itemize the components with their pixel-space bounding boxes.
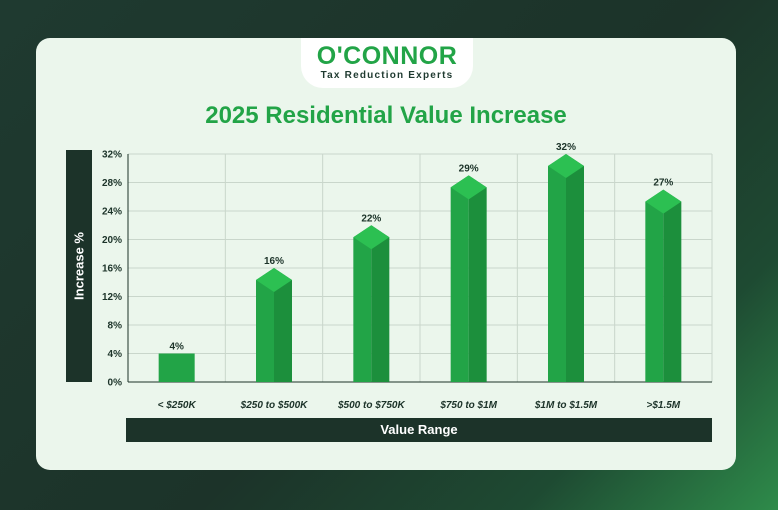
y-tick-label: 32% [102,150,122,161]
x-tick-label: $500 to $750K [337,400,405,411]
chart-card: O'CONNOR Tax Reduction Experts 2025 Resi… [36,38,736,470]
data-label: 29% [459,163,479,174]
data-label: 27% [653,178,673,189]
x-tick-label: < $250K [158,400,197,411]
bar-group [353,225,390,382]
x-axis-label: Value Range [126,418,712,442]
bar-shade [371,225,390,382]
bar-cap [645,189,682,214]
bar [548,154,566,382]
data-label: 32% [556,142,576,153]
bar-shade [663,189,682,382]
bar-cap [353,225,390,250]
bar-shade [566,154,584,382]
bar-group [158,353,195,382]
bar-group [645,189,682,382]
y-axis-label-bar: Increase % [66,150,92,382]
bar-shade [274,268,292,382]
bar-shade [468,175,487,382]
bar [158,353,195,382]
bar-cap [548,154,584,178]
logo: O'CONNOR Tax Reduction Experts [301,38,473,88]
y-tick-label: 16% [102,264,122,275]
y-tick-label: 0% [108,378,123,389]
data-label: 22% [361,213,381,224]
y-tick-label: 8% [108,321,123,332]
x-tick-label: $250 to $500K [240,400,308,411]
bar [450,175,469,382]
x-tick-label: $750 to $1M [439,400,497,411]
bar-group [256,268,292,382]
data-label: 4% [169,342,184,353]
y-tick-label: 28% [102,178,122,189]
y-tick-label: 24% [102,207,122,218]
x-tick-label: $1M to $1.5M [534,400,598,411]
bar [353,225,372,382]
bar-cap [450,175,487,200]
bar-cap [256,268,292,292]
y-tick-label: 20% [102,235,122,246]
data-label: 16% [264,256,284,267]
y-tick-label: 12% [102,292,122,303]
bar [256,268,274,382]
x-tick-label: >$1.5M [647,400,681,411]
y-tick-label: 4% [108,349,123,360]
logo-tagline: Tax Reduction Experts [320,70,454,81]
logo-wordmark: O'CONNOR [316,42,458,70]
bar-group [450,175,487,382]
bar-group [548,154,584,382]
bar-chart: 0% 4% 8% 12% 16% 20% 24% 28% 32% 4% < $250K 16% $250… [102,142,713,411]
bar [645,189,664,382]
chart-title: 2025 Residential Value Increase [205,102,567,129]
